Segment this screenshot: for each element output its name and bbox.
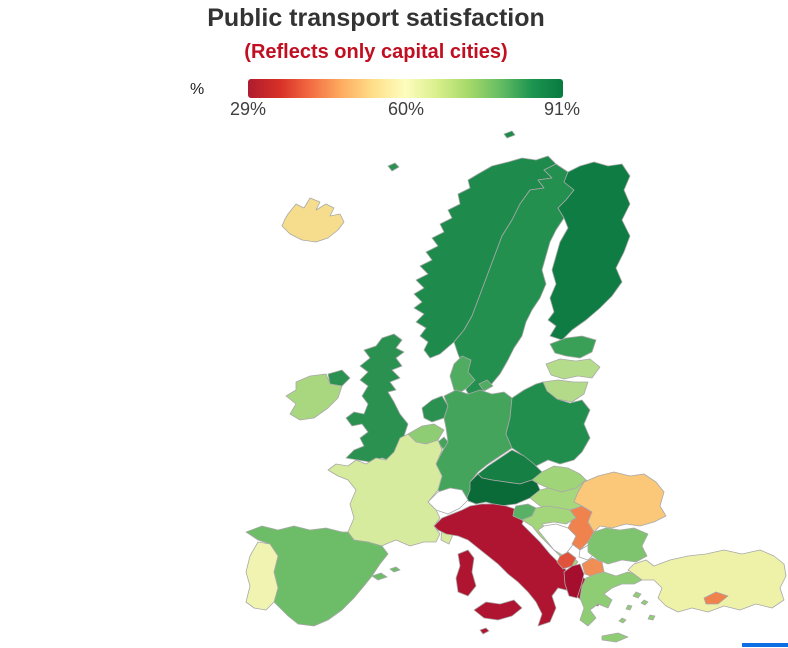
country-bulgaria[interactable] bbox=[587, 527, 649, 565]
legend-tick-min: 29% bbox=[229, 99, 267, 119]
country-iceland[interactable] bbox=[281, 197, 345, 243]
country-romania[interactable] bbox=[573, 471, 667, 533]
country-greece[interactable] bbox=[579, 571, 656, 643]
country-albania[interactable] bbox=[563, 563, 585, 599]
country-estonia[interactable] bbox=[549, 335, 597, 359]
legend-tick-max: 91% bbox=[543, 99, 581, 119]
page-subtitle: (Reflects only capital cities) bbox=[244, 41, 508, 63]
country-malta[interactable] bbox=[479, 627, 490, 635]
country-spain[interactable] bbox=[245, 525, 401, 627]
country-bosnia-and-herzegovina[interactable] bbox=[537, 523, 577, 557]
legend-gradient bbox=[248, 79, 563, 98]
legend-tick-mid: 60% bbox=[387, 99, 425, 119]
legend-unit-label: % bbox=[190, 81, 205, 98]
scrollbar-thumb[interactable] bbox=[742, 643, 788, 647]
country-finland[interactable] bbox=[547, 161, 631, 341]
page-title: Public transport satisfaction bbox=[207, 4, 545, 32]
country-portugal[interactable] bbox=[245, 541, 279, 611]
country-poland[interactable] bbox=[505, 381, 591, 467]
country-ireland[interactable] bbox=[285, 373, 343, 421]
europe-map bbox=[245, 130, 787, 643]
country-latvia[interactable] bbox=[545, 358, 601, 380]
country-faroe-islands[interactable] bbox=[387, 162, 400, 172]
country-denmark[interactable] bbox=[449, 355, 494, 394]
country-turkey[interactable] bbox=[627, 549, 787, 613]
country-cyprus[interactable] bbox=[703, 591, 729, 605]
